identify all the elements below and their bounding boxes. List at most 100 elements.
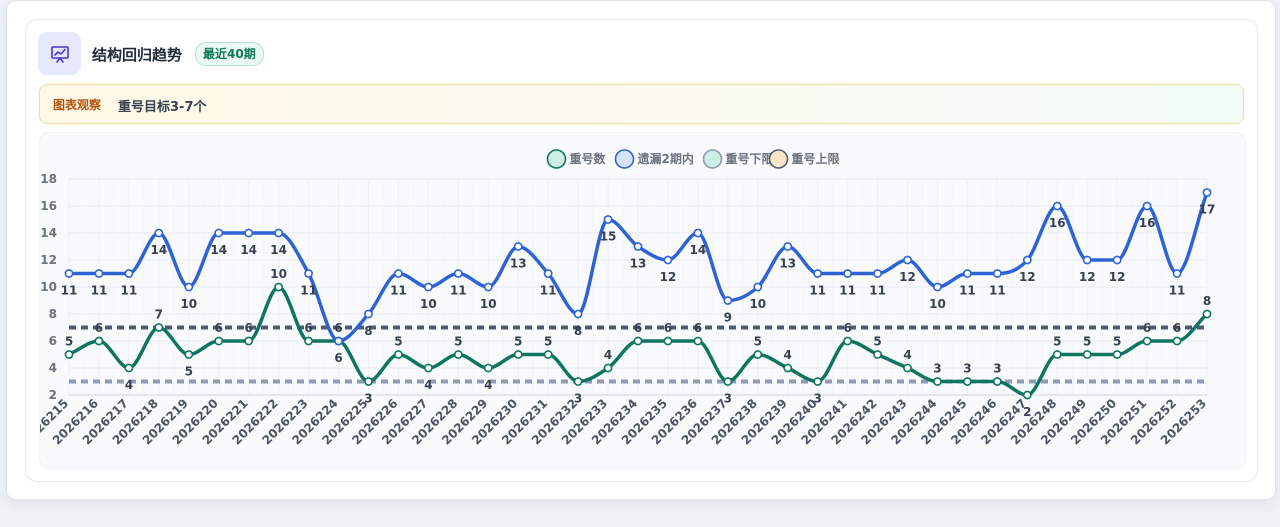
repeat-count-label: 8	[1203, 294, 1211, 308]
repeat-count-label: 6	[1173, 321, 1181, 335]
observation-note: 图表观察 重号目标3-7个	[39, 84, 1244, 124]
missing-count-label: 14	[270, 243, 287, 257]
legend-label[interactable]: 遗漏2期内	[637, 151, 694, 166]
legend-label[interactable]: 重号上限	[792, 151, 840, 166]
period-badge: 最近40期	[195, 42, 264, 66]
missing-count-label: 10	[929, 297, 946, 311]
missing-count-label: 17	[1199, 203, 1216, 217]
y-tick-label: 10	[40, 280, 57, 294]
repeat-count-label: 4	[484, 378, 492, 392]
missing-count-point	[573, 309, 583, 319]
repeat-count-point	[423, 363, 433, 373]
repeat-count-point	[124, 363, 134, 373]
repeat-count-point	[1052, 350, 1062, 359]
repeat-count-label: 4	[125, 378, 133, 392]
missing-count-point	[304, 269, 313, 278]
repeat-count-label: 3	[364, 392, 372, 406]
repeat-count-label: 6	[215, 321, 223, 335]
repeat-count-point	[513, 350, 523, 359]
repeat-count-point	[783, 363, 793, 373]
missing-count-point	[843, 269, 853, 278]
y-tick-label: 4	[49, 361, 57, 375]
repeat-count-point	[184, 350, 194, 359]
missing-count-label: 11	[540, 284, 557, 298]
repeat-count-label: 6	[694, 321, 702, 335]
repeat-count-point	[723, 377, 733, 386]
repeat-count-point	[903, 363, 912, 373]
legend-marker[interactable]	[702, 149, 723, 169]
missing-count-point	[184, 282, 194, 292]
repeat-count-label: 5	[1113, 335, 1121, 349]
repeat-count-point	[573, 377, 583, 386]
repeat-count-label: 5	[873, 335, 881, 349]
missing-count-point	[543, 269, 553, 278]
repeat-count-point	[304, 336, 313, 346]
missing-count-label: 14	[210, 243, 227, 257]
missing-count-label: 6	[334, 351, 342, 365]
missing-count-point	[783, 242, 793, 251]
repeat-count-label: 3	[993, 362, 1001, 376]
repeat-count-label: 5	[514, 335, 522, 349]
missing-count-label: 11	[959, 284, 976, 298]
missing-count-point	[992, 269, 1002, 278]
missing-count-label: 13	[630, 257, 647, 271]
missing-count-label: 11	[91, 284, 108, 298]
repeat-count-label: 6	[334, 321, 342, 335]
page-panel: 结构回归趋势 最近40期 图表观察 重号目标3-7个 2 4 6 8 10 12 14 16 1…	[6, 0, 1276, 500]
missing-count-label: 11	[809, 284, 826, 298]
missing-count-label: 14	[240, 243, 257, 257]
missing-count-point	[663, 255, 673, 265]
repeat-count-label: 5	[1053, 335, 1061, 349]
chart-container: 2 4 6 8 10 12 14 16 18 2026215 2026216 2026217 20262…	[20, 132, 1246, 469]
repeat-count-point	[244, 336, 254, 346]
missing-count-label: 11	[869, 284, 886, 298]
repeat-count-point	[843, 336, 853, 346]
repeat-count-label: 5	[1083, 335, 1091, 349]
legend-marker[interactable]	[614, 149, 635, 169]
missing-count-point	[483, 282, 493, 292]
repeat-count-point	[1142, 336, 1152, 346]
missing-count-point	[214, 228, 224, 238]
repeat-count-point	[543, 350, 553, 359]
repeat-count-point	[873, 350, 882, 359]
missing-count-label: 10	[480, 297, 497, 311]
y-tick-label: 12	[40, 253, 57, 267]
missing-count-label: 16	[1049, 216, 1066, 230]
repeat-count-label: 3	[724, 392, 732, 406]
repeat-count-point	[693, 336, 703, 346]
repeat-count-label: 3	[814, 392, 822, 406]
missing-count-point	[1172, 269, 1182, 278]
missing-count-point	[1082, 255, 1092, 265]
repeat-count-point	[992, 377, 1002, 386]
missing-count-point	[154, 228, 164, 238]
repeat-count-label: 3	[933, 362, 941, 376]
repeat-count-point	[94, 336, 104, 346]
y-tick-label: 8	[49, 307, 57, 321]
repeat-count-label: 4	[424, 378, 432, 392]
missing-count-point	[963, 269, 972, 278]
repeat-count-label: 4	[903, 348, 911, 362]
missing-count-point	[753, 282, 763, 292]
missing-count-label: 10	[420, 297, 437, 311]
missing-count-label: 11	[121, 284, 138, 298]
legend-label[interactable]: 重号数	[570, 151, 607, 166]
legend-marker[interactable]	[768, 149, 789, 169]
repeat-count-point	[64, 350, 74, 359]
repeat-count-label: 5	[454, 335, 462, 349]
repeat-count-point	[603, 363, 613, 373]
missing-count-point	[693, 228, 703, 238]
legend-label[interactable]: 重号下限	[726, 151, 774, 166]
missing-count-point	[873, 269, 882, 278]
repeat-count-label: 3	[574, 392, 582, 406]
missing-count-point	[813, 269, 823, 278]
repeat-count-label: 5	[185, 365, 193, 379]
missing-count-point	[1022, 255, 1032, 265]
missing-count-label: 14	[690, 243, 707, 257]
legend-marker[interactable]	[546, 149, 567, 169]
missing-count-label: 13	[779, 257, 796, 271]
repeat-count-point	[154, 323, 164, 332]
repeat-count-label: 6	[245, 321, 253, 335]
trend-line-chart: 2468101214161820262152026216202621720262…	[20, 149, 1216, 447]
missing-count-label: 11	[390, 284, 407, 298]
repeat-count-point	[214, 336, 224, 346]
